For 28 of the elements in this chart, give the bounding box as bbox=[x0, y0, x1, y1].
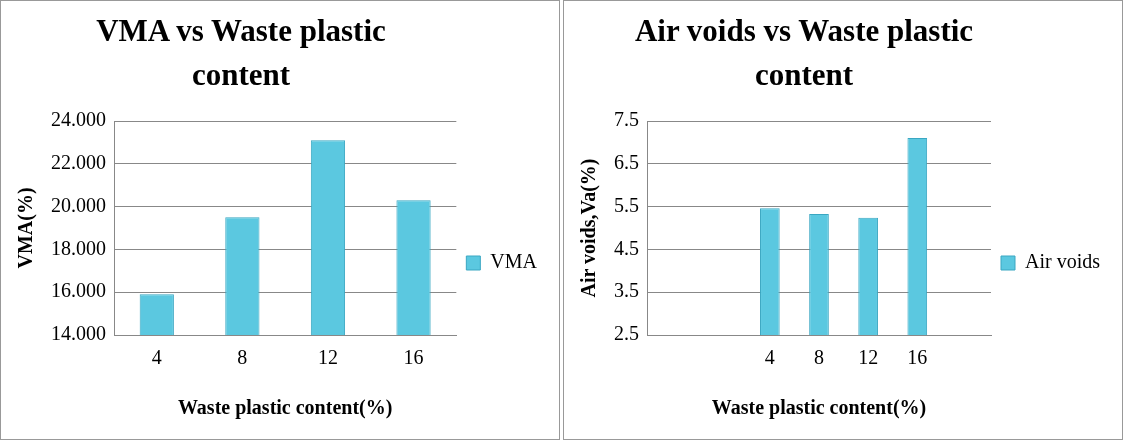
y-tick-label: 14.000 bbox=[51, 322, 106, 345]
x-tick-label: 12 bbox=[317, 346, 338, 369]
y-tick-label: 3.5 bbox=[614, 279, 639, 302]
x-axis-title: Waste plastic content(%) bbox=[711, 396, 927, 420]
x-tick-label: 16 bbox=[907, 346, 928, 369]
chart-title: VMA vs Waste plastic content bbox=[95, 12, 387, 94]
x-tick-label: 4 bbox=[151, 346, 162, 369]
legend-label: Air voids bbox=[1025, 250, 1101, 273]
x-tick-label: 16 bbox=[403, 346, 424, 369]
y-tick-label: 6.5 bbox=[614, 151, 639, 174]
y-tick-label: 18.000 bbox=[51, 236, 106, 259]
y-tick-label: 24.000 bbox=[51, 108, 106, 131]
y-tick-label: 5.5 bbox=[614, 193, 639, 216]
x-tick-label: 8 bbox=[237, 346, 248, 369]
y-axis-title: VMA(%) bbox=[14, 187, 38, 269]
x-tick-label: 8 bbox=[814, 346, 824, 369]
x-axis-title: Waste plastic content(%) bbox=[177, 396, 393, 420]
y-tick-label: 7.5 bbox=[614, 108, 639, 131]
y-tick-label: 16.000 bbox=[51, 279, 106, 302]
y-tick-label: 4.5 bbox=[614, 236, 639, 259]
y-tick-label: 22.000 bbox=[51, 151, 106, 174]
y-axis-title: Air voids,Va(%) bbox=[577, 158, 601, 298]
legend-label: VMA bbox=[490, 250, 538, 273]
chart-title: Air voids vs Waste plastic content bbox=[633, 12, 975, 94]
y-tick-label: 2.5 bbox=[614, 322, 639, 345]
y-tick-label: 20.000 bbox=[51, 193, 106, 216]
x-tick-label: 12 bbox=[858, 346, 879, 369]
x-tick-label: 4 bbox=[764, 346, 775, 369]
